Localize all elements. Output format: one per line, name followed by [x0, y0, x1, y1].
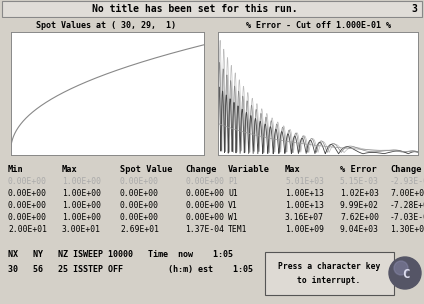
Text: 0.00E+00: 0.00E+00: [120, 189, 159, 198]
Text: 0.00E+00: 0.00E+00: [185, 177, 224, 186]
Text: 0.00E+00: 0.00E+00: [185, 213, 224, 222]
Text: Min: Min: [8, 165, 24, 174]
Text: Max: Max: [62, 165, 78, 174]
Text: 1.00E+00: 1.00E+00: [62, 177, 101, 186]
Text: 7.62E+00: 7.62E+00: [340, 213, 379, 222]
Circle shape: [389, 257, 421, 289]
Circle shape: [394, 261, 408, 275]
Text: 1.00E+00: 1.00E+00: [62, 201, 101, 210]
Text: Max: Max: [285, 165, 301, 174]
Text: Change: Change: [185, 165, 217, 174]
Text: 3.00E+01: 3.00E+01: [62, 225, 101, 234]
Text: 0.00E+00: 0.00E+00: [8, 213, 47, 222]
Text: 2.00E+01: 2.00E+01: [8, 225, 47, 234]
Text: Spot Values at ( 30, 29,  1): Spot Values at ( 30, 29, 1): [36, 20, 176, 29]
Text: 5.15E-03: 5.15E-03: [340, 177, 379, 186]
Text: % Error: % Error: [340, 165, 377, 174]
Text: Change: Change: [390, 165, 421, 174]
Text: C: C: [402, 268, 410, 281]
Text: 2.69E+01: 2.69E+01: [120, 225, 159, 234]
Text: Press a character key: Press a character key: [278, 262, 380, 271]
Text: 0.00E+00: 0.00E+00: [8, 189, 47, 198]
Text: 0.00E+00: 0.00E+00: [8, 201, 47, 210]
Text: Variable: Variable: [228, 165, 270, 174]
Text: 1.00E+00: 1.00E+00: [62, 189, 101, 198]
Text: 1.02E+03: 1.02E+03: [340, 189, 379, 198]
FancyBboxPatch shape: [2, 1, 422, 17]
Text: 30   56   25 ISSTEP OFF         (h:m) est    1:05: 30 56 25 ISSTEP OFF (h:m) est 1:05: [8, 265, 253, 274]
Text: -7.28E+00: -7.28E+00: [390, 201, 424, 210]
Text: 0.00E+00: 0.00E+00: [120, 177, 159, 186]
Text: Spot Value: Spot Value: [120, 165, 173, 174]
Text: TEM1: TEM1: [228, 225, 248, 234]
Text: to interrupt.: to interrupt.: [297, 276, 361, 285]
Text: No title has been set for this run.: No title has been set for this run.: [92, 4, 298, 14]
Text: V1: V1: [228, 201, 238, 210]
Text: 9.99E+02: 9.99E+02: [340, 201, 379, 210]
Text: % Error - Cut off 1.000E-01 %: % Error - Cut off 1.000E-01 %: [245, 20, 391, 29]
Text: 1.37E-04: 1.37E-04: [185, 225, 224, 234]
Text: -2.93E-05: -2.93E-05: [390, 177, 424, 186]
Text: W1: W1: [228, 213, 238, 222]
Text: P1: P1: [228, 177, 238, 186]
Text: 1.00E+13: 1.00E+13: [285, 189, 324, 198]
FancyBboxPatch shape: [265, 251, 393, 295]
Text: 1.30E+00: 1.30E+00: [390, 225, 424, 234]
Text: 3.16E+07: 3.16E+07: [285, 213, 324, 222]
Text: 0.00E+00: 0.00E+00: [120, 213, 159, 222]
Text: 0.00E+00: 0.00E+00: [120, 201, 159, 210]
Text: 7.00E+00: 7.00E+00: [390, 189, 424, 198]
Text: 1.00E+13: 1.00E+13: [285, 201, 324, 210]
Text: U1: U1: [228, 189, 238, 198]
Text: NX   NY   NZ ISWEEP 10000   Time  now    1:05: NX NY NZ ISWEEP 10000 Time now 1:05: [8, 250, 233, 259]
Text: -7.03E-04: -7.03E-04: [390, 213, 424, 222]
Text: 0.00E+00: 0.00E+00: [185, 189, 224, 198]
Text: 9.04E+03: 9.04E+03: [340, 225, 379, 234]
Text: 1.00E+00: 1.00E+00: [62, 213, 101, 222]
Text: 3: 3: [412, 4, 418, 14]
Text: 1.00E+09: 1.00E+09: [285, 225, 324, 234]
Text: 0.00E+00: 0.00E+00: [8, 177, 47, 186]
Text: 0.00E+00: 0.00E+00: [185, 201, 224, 210]
Text: 5.01E+03: 5.01E+03: [285, 177, 324, 186]
